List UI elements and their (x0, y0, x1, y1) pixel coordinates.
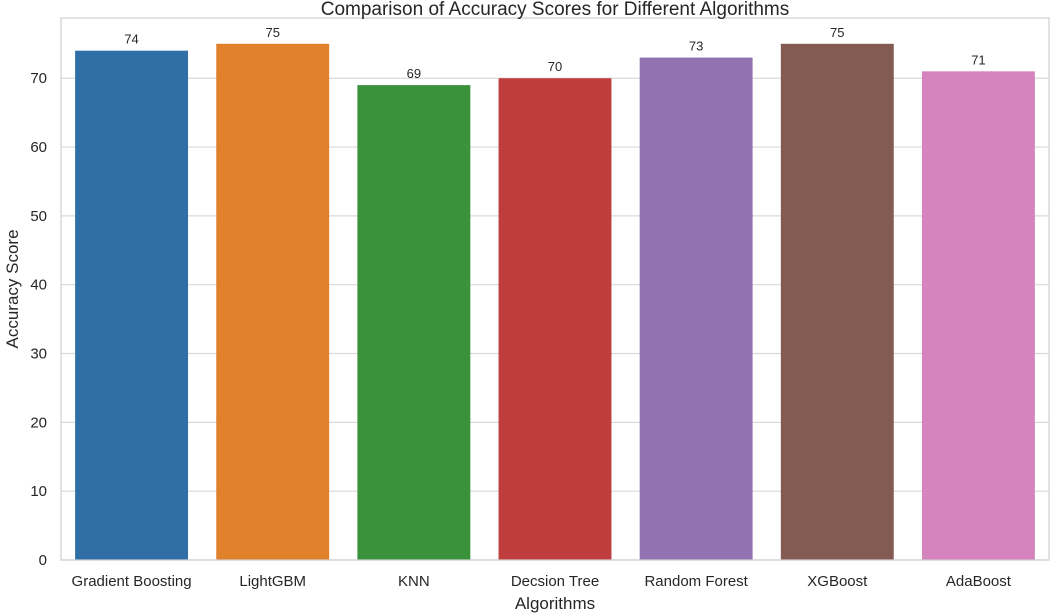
bar-value-label: 70 (548, 59, 562, 74)
x-tick-label: LightGBM (239, 573, 306, 590)
y-tick-label: 40 (30, 277, 47, 294)
y-tick-label: 60 (30, 139, 47, 156)
y-axis-label: Accuracy Score (3, 229, 22, 348)
y-ticks: 0 10 20 30 40 50 60 70 (30, 70, 47, 569)
y-tick-label: 0 (39, 552, 47, 569)
bar (216, 43, 330, 561)
plot-frame (60, 17, 1050, 561)
x-tick-label: Random Forest (644, 573, 748, 590)
bar-value-label: 75 (265, 25, 279, 40)
x-tick-label: Gradient Boosting (72, 573, 192, 590)
y-tick-label: 70 (30, 70, 47, 87)
bar (921, 71, 1035, 560)
y-tick-label: 30 (30, 346, 47, 363)
bar (357, 85, 471, 560)
y-tick-label: 20 (30, 414, 47, 431)
x-tick-label: AdaBoost (946, 573, 1012, 590)
bar-value-label: 69 (407, 66, 421, 81)
x-tick-label: XGBoost (807, 573, 868, 590)
bar-value-labels: 74 75 69 70 73 75 71 (124, 25, 985, 81)
chart-title: Comparison of Accuracy Scores for Differ… (321, 0, 790, 20)
bar (780, 43, 894, 561)
bar (639, 57, 753, 560)
x-tick-label: Decsion Tree (511, 573, 599, 590)
y-tick-label: 50 (30, 208, 47, 225)
bar-value-label: 73 (689, 39, 703, 54)
x-ticks: Gradient Boosting LightGBM KNN Decsion Tree… (72, 573, 1012, 590)
bars-layer (75, 43, 1035, 561)
x-axis-label: Algorithms (515, 594, 595, 613)
bar-value-label: 71 (971, 52, 985, 67)
bar-value-label: 74 (124, 32, 138, 47)
x-tick-label: KNN (398, 573, 430, 590)
bar (498, 78, 612, 560)
bar (75, 50, 189, 560)
y-tick-label: 10 (30, 483, 47, 500)
bar-value-label: 75 (830, 25, 844, 40)
